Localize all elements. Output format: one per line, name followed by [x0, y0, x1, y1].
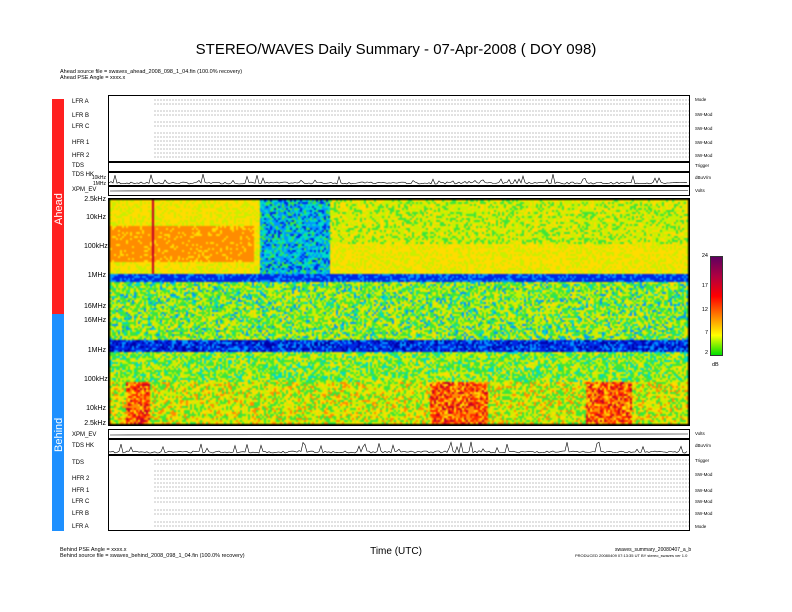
ahead-panel-unit: Trigger — [695, 163, 710, 168]
summary-file-id: swaves_summary_20080407_a_b — [615, 547, 692, 553]
ahead-panel-label: HFR 1 — [72, 140, 90, 146]
trace-freq-label: 1MHz — [92, 181, 106, 187]
chart-title: STEREO/WAVES Daily Summary - 07-Apr-2008… — [195, 41, 597, 58]
behind-panel-label: TDS — [72, 460, 84, 466]
behind-hk-panel — [108, 455, 690, 531]
produced-by: PRODUCED 20080409 07:13:35 UT BY stereo_… — [575, 553, 688, 558]
behind-panel-label: TDS HK — [72, 443, 95, 449]
ahead-panel-unit: Volts — [695, 188, 705, 193]
ahead-source-file: Ahead source file = swaves_ahead_2008_09… — [60, 69, 243, 75]
ahead-label: Ahead — [53, 193, 65, 225]
ahead-panel-label: TDS — [72, 163, 84, 169]
freq-tick-label: 10kHz — [86, 405, 106, 412]
ahead-tds-hk-trace — [108, 172, 690, 186]
ahead-hk-lines — [154, 99, 689, 158]
ahead-panel-unit: SW-Mod — [695, 112, 713, 117]
freq-tick-label: 2.5kHz — [84, 196, 106, 203]
behind-panel-label: XPM_EV — [72, 432, 97, 438]
x-axis-label: Time (UTC) — [370, 546, 422, 557]
behind-panel-label: HFR 1 — [72, 488, 90, 494]
behind-panel-unit: SW-Mod — [695, 488, 713, 493]
behind-panel-label: LFR B — [72, 511, 90, 517]
colorbar-tick: 17 — [701, 283, 708, 289]
freq-tick-label: 16MHz — [84, 303, 107, 310]
ahead-panel-unit: Mode — [695, 97, 707, 102]
behind-pse-angle: Behind PSE Angle = xxxx.x — [60, 547, 127, 553]
ahead-pse-angle: Ahead PSE Angle = xxxx.x — [60, 75, 126, 81]
freq-tick-label: 16MHz — [84, 317, 107, 324]
behind-panel-unit: SW-Mod — [695, 472, 713, 477]
trace-freq-label: 10kHz — [91, 175, 106, 181]
ahead-xpm-trace — [108, 186, 690, 196]
colorbar-tick: 2 — [704, 350, 708, 356]
behind-panel-unit: Volts — [695, 431, 705, 436]
behind-panel-label: HFR 2 — [72, 476, 90, 482]
colorbar-unit: dB — [712, 362, 719, 368]
behind-xpm-trace — [108, 429, 690, 439]
freq-tick-label: 100kHz — [84, 243, 108, 250]
ahead-panel-unit: dBuV/m — [695, 175, 712, 180]
behind-tds-hk-trace — [108, 439, 690, 455]
ahead-panel-label: TDS HK — [72, 172, 95, 178]
ahead-panel-unit: SW-Mod — [695, 140, 713, 145]
colorbar-tick: 12 — [701, 307, 708, 313]
behind-bar — [52, 314, 64, 531]
colorbar-tick: 24 — [701, 253, 708, 259]
behind-panel-unit: SW-Mod — [695, 511, 713, 516]
behind-panel-label: LFR C — [72, 499, 90, 505]
behind-panel-unit: Mode — [695, 524, 707, 529]
ahead-bar — [52, 99, 64, 314]
ahead-panel-unit: SW-Mod — [695, 126, 713, 131]
behind-hk-lines — [154, 459, 689, 527]
behind-panel-unit: Trigger — [695, 458, 710, 463]
ahead-panel-label: LFR B — [72, 113, 90, 119]
behind-panel-unit: dBuV/m — [695, 443, 712, 448]
freq-tick-label: 1MHz — [87, 272, 106, 279]
ahead-panel-label: LFR A — [72, 99, 89, 105]
ahead-panel-unit: SW-Mod — [695, 153, 713, 158]
ahead-panel-label: HFR 2 — [72, 153, 90, 159]
freq-tick-label: 100kHz — [84, 376, 108, 383]
ahead-panel-label: LFR C — [72, 124, 90, 130]
behind-source-file: Behind source file = swaves_behind_2008_… — [60, 553, 245, 559]
colorbar — [710, 256, 723, 356]
behind-panel-unit: SW-Mod — [695, 499, 713, 504]
dynamic-spectrogram — [108, 198, 690, 426]
ahead-panel-label: XPM_EV — [72, 187, 97, 193]
behind-panel-label: LFR A — [72, 524, 89, 530]
freq-tick-label: 1MHz — [87, 347, 106, 354]
ahead-hk-panel — [108, 95, 690, 162]
freq-tick-label: 2.5kHz — [84, 420, 106, 427]
ahead-tds-panel — [108, 162, 690, 172]
freq-tick-label: 10kHz — [86, 214, 106, 221]
colorbar-tick: 7 — [704, 330, 708, 336]
behind-label: Behind — [53, 417, 65, 452]
